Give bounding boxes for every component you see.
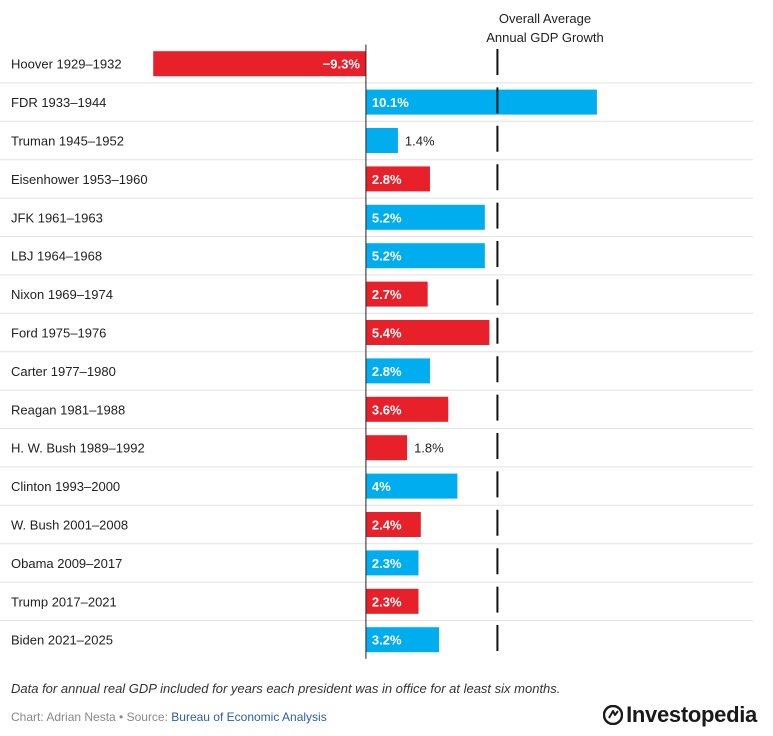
category-label: Truman 1945–1952 [11,134,124,149]
investopedia-mark-icon [603,705,624,725]
category-labels: Hoover 1929–1932 FDR 1933–1944 Truman 1945… [11,57,148,648]
value-label: 3.6% [372,402,402,417]
investopedia-logo[interactable]: Investopedia [603,702,757,728]
category-label: H. W. Bush 1989–1992 [11,441,145,456]
value-label: −9.3% [323,57,361,72]
reference-line-title-2: Annual GDP Growth [486,30,604,45]
bar [365,588,419,614]
category-label: FDR 1933–1944 [11,95,106,110]
value-label: 5.2% [372,249,402,264]
brand-name: Investopedia [626,702,757,727]
value-label: 5.4% [372,326,402,341]
value-label: 1.8% [414,441,444,456]
value-label: 2.7% [372,287,402,302]
bar [365,550,419,576]
bar [365,320,490,345]
value-label: 2.3% [372,556,402,571]
bar [365,204,485,230]
source-link[interactable]: Bureau of Economic Analysis [171,710,327,724]
value-label: 1.4% [405,134,435,149]
value-label: 2.8% [372,364,402,379]
category-label: JFK 1961–1963 [11,210,103,225]
bar [153,51,366,77]
category-label: Biden 2021–2025 [11,633,113,648]
bar [365,358,430,384]
value-label: 2.8% [372,172,402,187]
category-label: Nixon 1969–1974 [11,287,113,302]
bar [365,396,449,422]
bar [365,166,430,192]
bar [365,627,440,653]
bar [365,512,421,537]
category-label: W. Bush 2001–2008 [11,518,128,533]
value-label: 4% [372,479,391,494]
category-label: Carter 1977–1980 [11,364,116,379]
value-label: 2.3% [372,594,402,609]
value-label: 5.2% [372,210,402,225]
category-label: Reagan 1981–1988 [11,402,125,417]
category-label: Trump 2017–2021 [11,594,117,609]
bar [365,435,408,461]
value-labels: −9.3% 10.1% 1.4% 2.8% 5.2% 5.2% 2.7% 5.4% 2.8% 3.… [323,57,444,648]
footnote: Data for annual real GDP included for ye… [11,681,561,696]
value-label: 3.2% [372,633,402,648]
category-label: Ford 1975–1976 [11,326,106,341]
bars [153,51,597,653]
value-label: 2.4% [372,518,402,533]
bar [365,473,458,499]
bar [365,128,398,153]
reference-line-title-1: Overall Average [499,11,591,26]
category-label: Clinton 1993–2000 [11,479,120,494]
category-label: LBJ 1964–1968 [11,249,102,264]
credit-line: Chart: Adrian Nesta • Source: Bureau of … [11,710,327,724]
category-label: Eisenhower 1953–1960 [11,172,148,187]
bar [365,281,428,307]
bar [365,243,485,269]
credit-text: Chart: Adrian Nesta • Source: [11,710,172,724]
gdp-growth-chart: Hoover 1929–1932 FDR 1933–1944 Truman 1945… [0,11,753,659]
value-label: 10.1% [372,95,409,110]
bar [365,89,597,115]
category-label: Obama 2009–2017 [11,556,122,571]
category-label: Hoover 1929–1932 [11,57,122,72]
row-separators [0,82,753,621]
